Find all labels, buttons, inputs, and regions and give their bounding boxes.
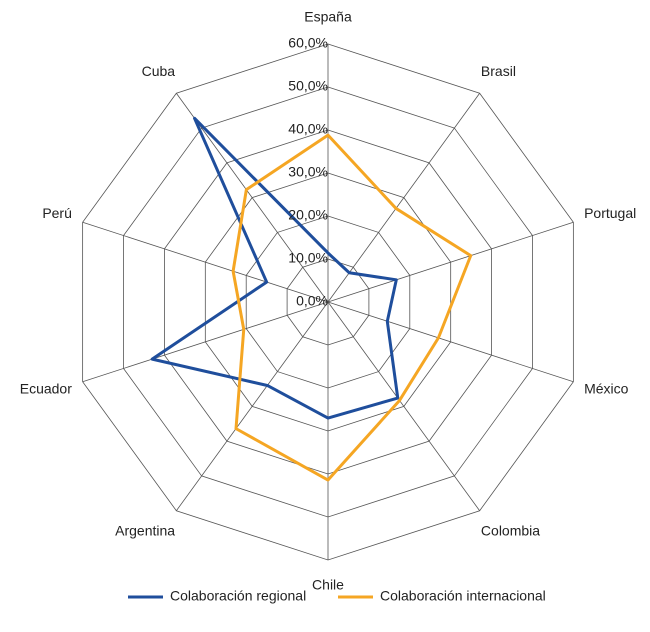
spoke xyxy=(327,221,574,303)
tick-label: 40,0% xyxy=(288,121,328,137)
tick-label: 10,0% xyxy=(288,250,328,266)
legend-label: Colaboración internacional xyxy=(380,588,546,604)
spoke xyxy=(327,301,480,511)
series-line xyxy=(150,116,400,420)
spoke xyxy=(82,221,329,303)
spoke xyxy=(82,301,329,383)
tick-label: 20,0% xyxy=(288,207,328,223)
legend-label: Colaboración regional xyxy=(170,588,306,604)
category-label: Ecuador xyxy=(20,380,72,396)
series-line xyxy=(231,133,473,482)
category-label: Chile xyxy=(312,577,344,593)
category-label: México xyxy=(584,380,629,396)
category-label: Brasil xyxy=(481,63,516,79)
spoke xyxy=(327,301,574,383)
spoke xyxy=(327,93,480,303)
category-label: Colombia xyxy=(481,522,540,538)
category-label: Cuba xyxy=(142,63,176,79)
tick-label: 0,0% xyxy=(296,293,328,309)
category-label: España xyxy=(304,9,352,25)
category-label: Argentina xyxy=(115,522,175,538)
category-label: Perú xyxy=(42,205,72,221)
tick-label: 50,0% xyxy=(288,78,328,94)
spoke xyxy=(176,93,329,303)
tick-label: 60,0% xyxy=(288,35,328,51)
tick-label: 30,0% xyxy=(288,164,328,180)
category-label: Portugal xyxy=(584,205,636,221)
spoke xyxy=(176,301,329,511)
